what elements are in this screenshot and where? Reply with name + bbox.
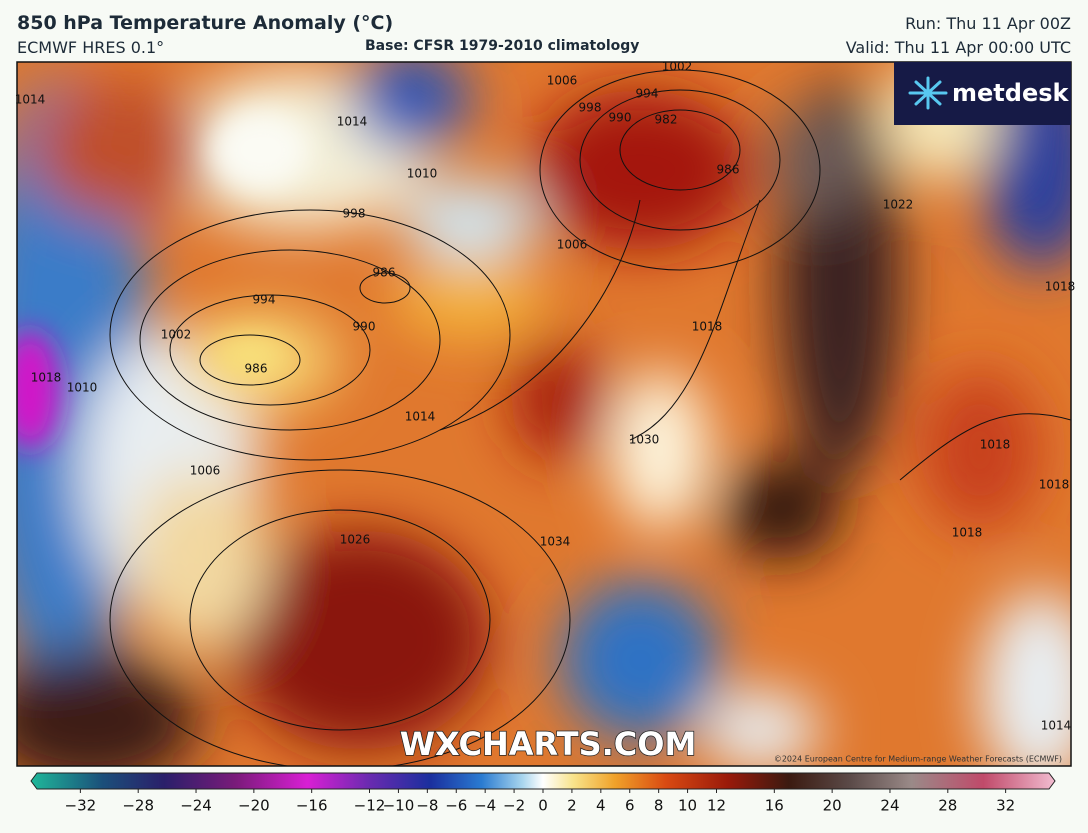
isobar-label: 1018 [1039,478,1070,492]
isobars [109,69,1071,766]
isobar-label: 982 [655,113,678,127]
colorbar-tick-label: −20 [238,797,270,815]
logo-text: metdesk [952,79,1070,107]
logo-icon [908,76,948,110]
isobar-label: 1018 [952,526,983,540]
isobar-label: 1010 [407,167,438,181]
isobar-label: 986 [373,266,396,280]
map-frame [16,61,1072,767]
valid: Valid: Thu 11 Apr 00:00 UTC [845,38,1071,57]
isobar-label: 1018 [980,438,1011,452]
isobar-label: 998 [343,207,366,221]
colorbar-tick-label: −16 [296,797,328,815]
isobar-label: 998 [579,101,602,115]
isobar-label: 1002 [161,328,192,342]
watermark: WXCHARTS.COM [400,725,697,763]
colorbar-tick-label: 28 [938,797,957,815]
isobar-label: 1014 [337,115,368,129]
colorbar-tick-label: 20 [823,797,842,815]
colorbar-tick-label: 4 [596,797,606,815]
isobar-label: 1026 [340,533,371,547]
isobar-label: 994 [253,293,276,307]
isobar-label: 986 [245,362,268,376]
isobar-label: 1030 [629,433,660,447]
isobar-label: 1018 [31,371,62,385]
colorbar-tick-label: 10 [678,797,697,815]
base: Base: CFSR 1979-2010 climatology [365,38,640,54]
copyright: ©2024 European Centre for Medium-range W… [774,755,1062,764]
colorbar-tick-label: 12 [707,797,726,815]
run: Run: Thu 11 Apr 00Z [905,14,1071,33]
colorbar-tick-label: −10 [383,797,415,815]
colorbar: −32 −28 −24 −20 −16 −12−10 −8 −6 −4 −2 0 2 4 6 8 10 12 16… [30,772,1056,815]
isobar-label: 1014 [405,410,436,424]
colorbar-tick-label: −12 [354,797,386,815]
isobar-label: 1006 [190,464,221,478]
colorbar-tick-label: −8 [416,797,438,815]
colorbar-tick-label: 32 [996,797,1015,815]
colorbar-tick-label: 16 [765,797,784,815]
title: 850 hPa Temperature Anomaly (°C) [17,12,394,34]
isobar-label: 1022 [883,198,914,212]
colorbar-tick-label: −24 [180,797,212,815]
isobar-label: 990 [609,111,632,125]
colorbar-tick-label: −2 [503,797,525,815]
model: ECMWF HRES 0.1° [17,38,165,57]
colorbar-tick-label: −4 [474,797,496,815]
anomaly-field [17,62,1071,766]
isobar-label: 1014 [15,93,46,107]
logo: metdesk [894,62,1071,125]
isobar-labels: 1014 1014 1010 1006 1002 994 998 990 982… [15,60,1076,733]
isobar-label: 1006 [547,74,578,88]
colorbar-scale [30,772,1056,790]
isobar-label: 990 [353,320,376,334]
isobar-label: 1014 [1041,719,1072,733]
isobar-label: 1010 [67,381,98,395]
colorbar-tick-label: 2 [567,797,577,815]
isobar-label: 994 [636,87,659,101]
isobar-label: 1034 [540,535,571,549]
colorbar-tick-label: −32 [65,797,97,815]
isobar-label: 986 [717,163,740,177]
isobar-label: 1006 [557,238,588,252]
isobar-label: 1018 [692,320,723,334]
colorbar-tick-label: 24 [880,797,899,815]
colorbar-tick-label: 0 [538,797,548,815]
colorbar-tick-label: 8 [654,797,664,815]
isobar-label: 1002 [662,60,693,74]
isobar-label: 1018 [1045,280,1076,294]
colorbar-tick-label: 6 [625,797,635,815]
colorbar-tick-label: −28 [122,797,154,815]
colorbar-tick-label: −6 [445,797,467,815]
